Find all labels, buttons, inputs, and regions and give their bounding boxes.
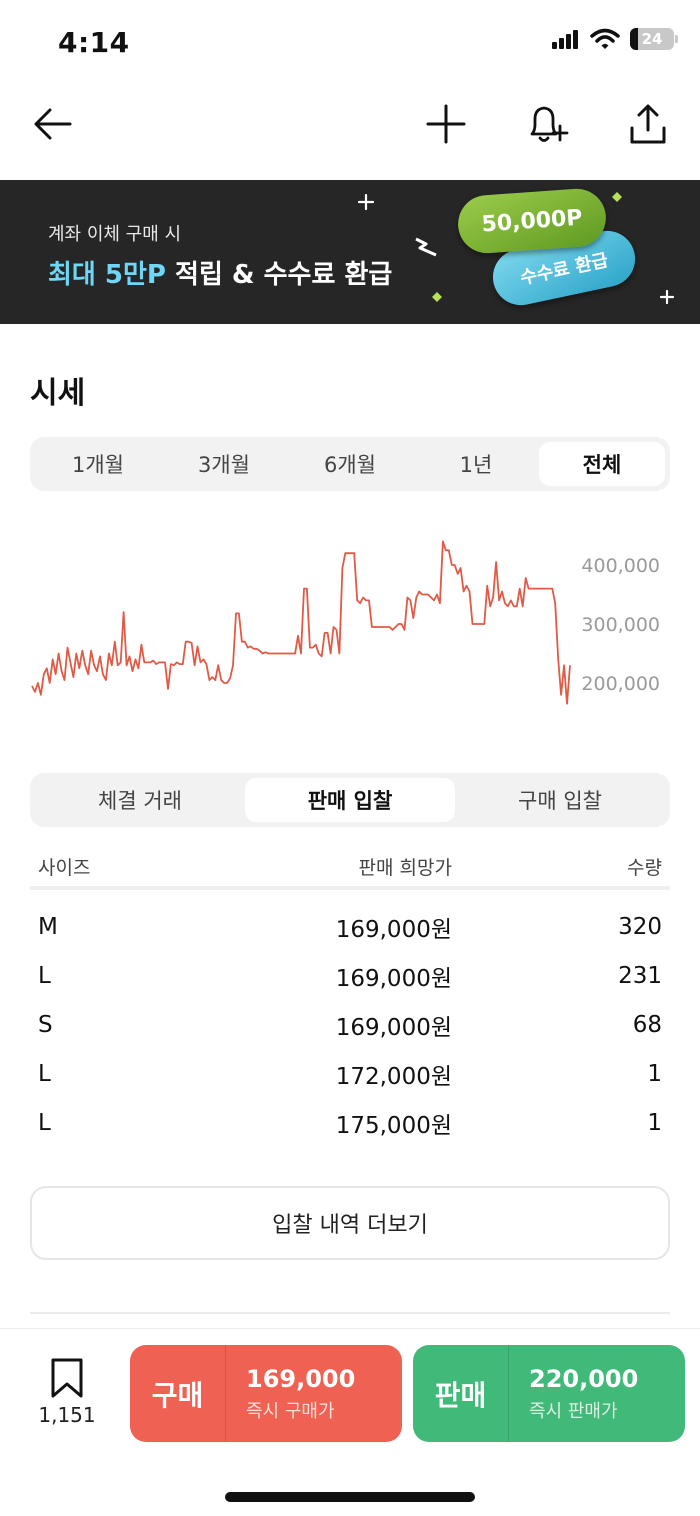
tab-6-months[interactable]: 6개월 <box>323 453 376 477</box>
bid-table: 사이즈 판매 희망가 수량 M 169,000원 320 L 169,000원 … <box>30 846 670 1147</box>
header-price: 판매 희망가 <box>358 856 452 879</box>
table-row: M 169,000원 320 <box>30 902 670 951</box>
plus-icon <box>426 104 466 144</box>
tab-buy-bids[interactable]: 구매 입찰 <box>518 789 602 813</box>
diamond-icon <box>432 292 442 302</box>
sell-button[interactable]: 판매 220,000 즉시 판매가 <box>413 1345 685 1442</box>
home-indicator <box>225 1492 475 1502</box>
row-qty: 1 <box>647 1060 662 1087</box>
row-price: 175,000원 <box>335 1112 452 1139</box>
more-bids-button[interactable]: 입찰 내역 더보기 <box>30 1186 670 1260</box>
share-button[interactable] <box>624 100 672 148</box>
table-row: L 175,000원 1 <box>30 1098 670 1147</box>
sell-info: 220,000 즉시 판매가 <box>509 1365 638 1423</box>
table-body: M 169,000원 320 L 169,000원 231 S 169,000원… <box>30 890 670 1147</box>
row-price: 169,000원 <box>335 1014 452 1041</box>
y-tick-label: 300,000 <box>581 614 660 636</box>
sell-label: 판매 <box>413 1345 509 1442</box>
sparkle-icon <box>660 290 674 304</box>
bottom-bar: 1,151 구매 169,000 즉시 구매가 판매 220,000 즉시 판매… <box>0 1328 700 1516</box>
price-chart-svg: 400,000 300,000 200,000 <box>31 540 660 705</box>
sparkle-icon <box>358 194 374 210</box>
row-size: L <box>38 962 51 989</box>
row-qty: 68 <box>632 1011 662 1038</box>
diamond-icon <box>612 192 622 202</box>
tab-sell-bids[interactable]: 판매 입찰 <box>245 778 455 822</box>
banner-title: 최대 5만P 적립 & 수수료 환급 <box>48 254 392 291</box>
tab-3-months[interactable]: 3개월 <box>197 453 250 477</box>
add-button[interactable] <box>422 100 470 148</box>
row-qty: 231 <box>618 962 662 989</box>
buy-subtitle: 즉시 구매가 <box>246 1400 335 1422</box>
row-price: 169,000원 <box>335 965 452 992</box>
section-divider <box>30 1312 670 1314</box>
bell-plus-icon <box>530 106 569 142</box>
price-chart[interactable]: 400,000 300,000 200,000 <box>0 520 700 740</box>
trade-tabs: 체결 거래 판매 입찰 구매 입찰 <box>30 773 670 827</box>
zigzag-icon <box>415 237 437 257</box>
back-button[interactable] <box>28 100 76 148</box>
row-size: L <box>38 1109 51 1136</box>
banner-highlight: 최대 5만P <box>48 260 166 290</box>
table-row: S 169,000원 68 <box>30 1000 670 1049</box>
points-pill: 50,000P <box>456 186 608 256</box>
status-icons: 24 <box>552 28 678 50</box>
row-size: L <box>38 1060 51 1087</box>
period-tabs: 1개월 3개월 6개월 1년 전체 <box>30 437 670 491</box>
y-tick-label: 400,000 <box>581 555 660 577</box>
header-size: 사이즈 <box>38 856 91 879</box>
tab-1-month[interactable]: 1개월 <box>71 453 124 477</box>
signal-icon <box>552 30 578 49</box>
row-qty: 320 <box>618 913 662 940</box>
row-size: S <box>38 1011 53 1038</box>
table-row: L 172,000원 1 <box>30 1049 670 1098</box>
bookmark-count: 1,151 <box>38 1403 96 1427</box>
nav-bar <box>0 80 700 180</box>
arrow-left-icon <box>34 108 72 140</box>
tab-completed-trades[interactable]: 체결 거래 <box>98 789 182 813</box>
price-alert-button[interactable] <box>522 100 570 148</box>
header-qty: 수량 <box>627 856 662 879</box>
row-price: 169,000원 <box>335 916 452 943</box>
battery-level: 24 <box>641 30 663 48</box>
price-series-line <box>31 540 571 705</box>
bookmark-icon <box>51 1358 83 1398</box>
row-qty: 1 <box>647 1109 662 1136</box>
y-tick-label: 200,000 <box>581 673 660 695</box>
status-bar: 4:14 24 <box>0 0 700 80</box>
row-size: M <box>38 913 58 940</box>
buy-label: 구매 <box>130 1345 226 1442</box>
status-time: 4:14 <box>58 26 130 59</box>
sell-subtitle: 즉시 판매가 <box>529 1400 618 1422</box>
bookmark-button[interactable]: 1,151 <box>30 1357 104 1433</box>
share-icon <box>630 104 666 144</box>
tab-all[interactable]: 전체 <box>539 442 665 486</box>
banner-subtitle: 계좌 이체 구매 시 <box>48 224 182 245</box>
price-section-title: 시세 <box>30 376 86 411</box>
table-header: 사이즈 판매 희망가 수량 <box>30 846 670 890</box>
wifi-icon <box>590 28 620 49</box>
tab-1-year[interactable]: 1년 <box>459 453 493 477</box>
banner-title-rest: 적립 & 수수료 환급 <box>165 260 393 290</box>
buy-info: 169,000 즉시 구매가 <box>226 1365 355 1423</box>
buy-button[interactable]: 구매 169,000 즉시 구매가 <box>130 1345 402 1442</box>
table-row: L 169,000원 231 <box>30 951 670 1000</box>
battery-icon: 24 <box>630 28 678 50</box>
buy-price: 169,000 <box>246 1364 356 1393</box>
sell-price: 220,000 <box>529 1364 639 1393</box>
row-price: 172,000원 <box>335 1063 452 1090</box>
